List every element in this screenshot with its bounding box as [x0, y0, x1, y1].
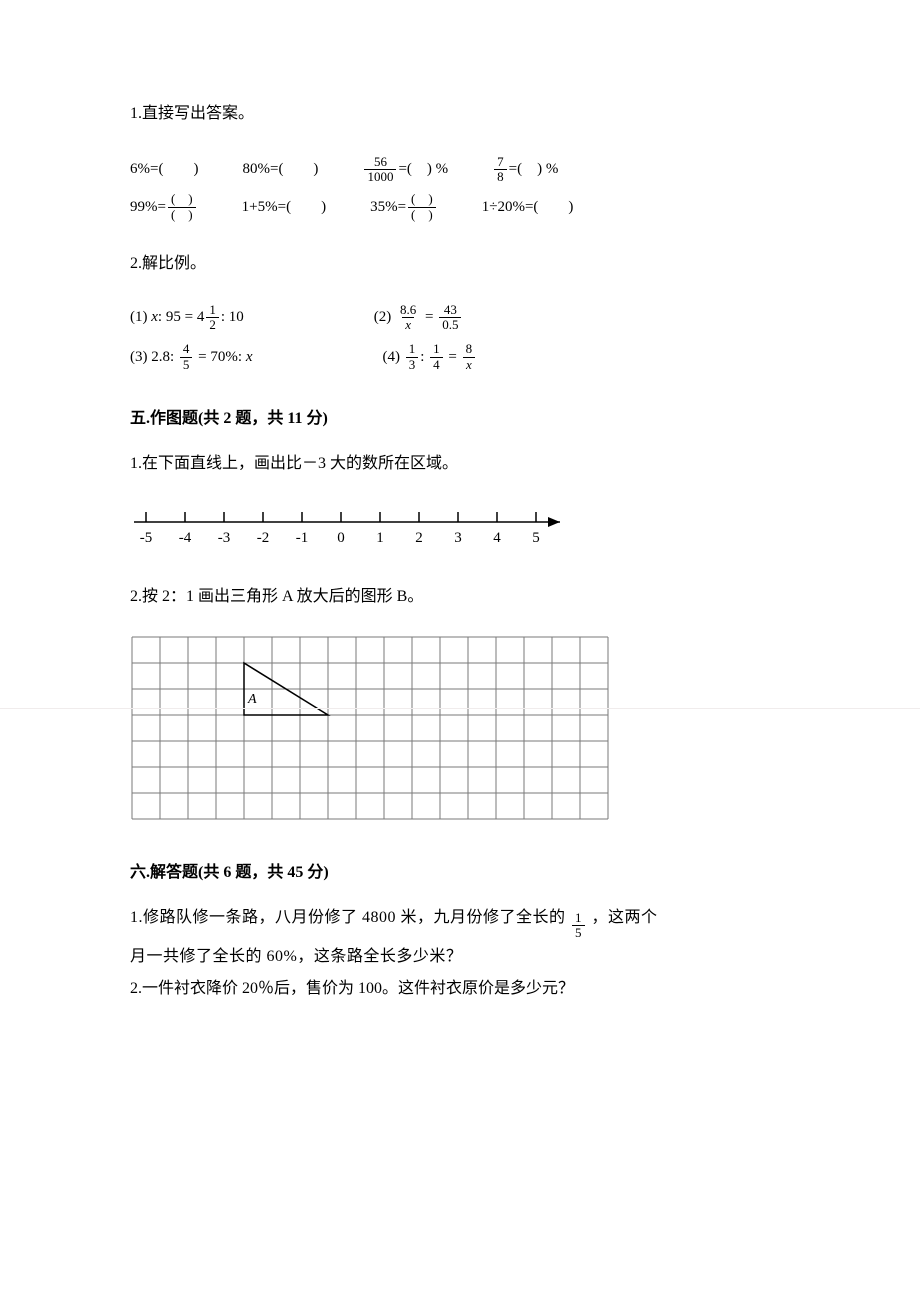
- q1-title: 1.直接写出答案。: [130, 100, 790, 129]
- q1-r1-c: 561000 = ( ) %: [362, 155, 448, 185]
- section5-title: 五.作图题(共 2 题，共 11 分): [130, 404, 790, 428]
- q2-title: 2.解比例。: [130, 250, 790, 279]
- svg-text:-1: -1: [296, 530, 309, 546]
- svg-text:5: 5: [532, 530, 540, 546]
- grid-svg: A: [130, 635, 610, 821]
- grid-figure: A: [130, 635, 790, 826]
- q1-r2-d: 1÷20% = ( ): [482, 194, 574, 221]
- q1-r1-b: 80% = ( ): [242, 156, 318, 183]
- numberline-svg: -5 -4 -3 -2 -1 0 1 2 3 4 5: [130, 506, 570, 550]
- section6-q2: 2.一件衬衣降价 20％后，售价为 100。这件衬衣原价是多少元？: [130, 973, 790, 1005]
- numberline: -5 -4 -3 -2 -1 0 1 2 3 4 5: [130, 506, 790, 555]
- q1-r2-c: 35%=( )( ): [370, 192, 438, 222]
- svg-text:3: 3: [454, 530, 462, 546]
- svg-text:4: 4: [493, 530, 501, 546]
- q2-p3: (3) 2.8: 45 = 70%: x: [130, 342, 252, 372]
- q2-row2: (3) 2.8: 45 = 70%: x (4) 13: 14 = 8x: [130, 342, 790, 372]
- q1-r1-a: 6% = ( ): [130, 156, 198, 183]
- svg-text:1: 1: [376, 530, 384, 546]
- section6-title: 六.解答题(共 6 题，共 45 分): [130, 858, 790, 882]
- svg-text:A: A: [247, 692, 257, 707]
- svg-text:2: 2: [415, 530, 423, 546]
- section5-q1: 1.在下面直线上，画出比－3 大的数所在区域。: [130, 448, 790, 480]
- svg-text:0: 0: [337, 530, 345, 546]
- question-1: 1.直接写出答案。 6% = ( ) 80% = ( ) 561000 = ( …: [130, 100, 790, 222]
- q1-row2: 99%=( )( ) 1+5% = ( ) 35%=( )( ) 1÷20% =…: [130, 192, 790, 222]
- svg-text:-2: -2: [257, 530, 270, 546]
- q2-p2: (2) 8.6x = 430.5: [374, 303, 464, 333]
- q1-row1: 6% = ( ) 80% = ( ) 561000 = ( ) % 78 = (…: [130, 155, 790, 185]
- section6-q1: 1.修路队修一条路，八月份修了 4800 米，九月份修了全长的 15 ，这两个 …: [130, 902, 790, 973]
- svg-text:-5: -5: [140, 530, 153, 546]
- svg-text:-3: -3: [218, 530, 231, 546]
- q2-p1: (1) x: 95 = 412: 10: [130, 303, 244, 333]
- q1-r2-b: 1+5% = ( ): [242, 194, 326, 221]
- q2-p4: (4) 13: 14 = 8x: [382, 342, 477, 372]
- faint-divider: [0, 708, 920, 709]
- question-2: 2.解比例。 (1) x: 95 = 412: 10 (2) 8.6x = 43…: [130, 250, 790, 372]
- q1-r1-d: 78 = ( ) %: [492, 155, 558, 185]
- section5-q2: 2.按 2：1 画出三角形 A 放大后的图形 B。: [130, 581, 790, 613]
- q2-row1: (1) x: 95 = 412: 10 (2) 8.6x = 430.5: [130, 303, 790, 333]
- q1-r2-a: 99%=( )( ): [130, 192, 198, 222]
- svg-text:-4: -4: [179, 530, 192, 546]
